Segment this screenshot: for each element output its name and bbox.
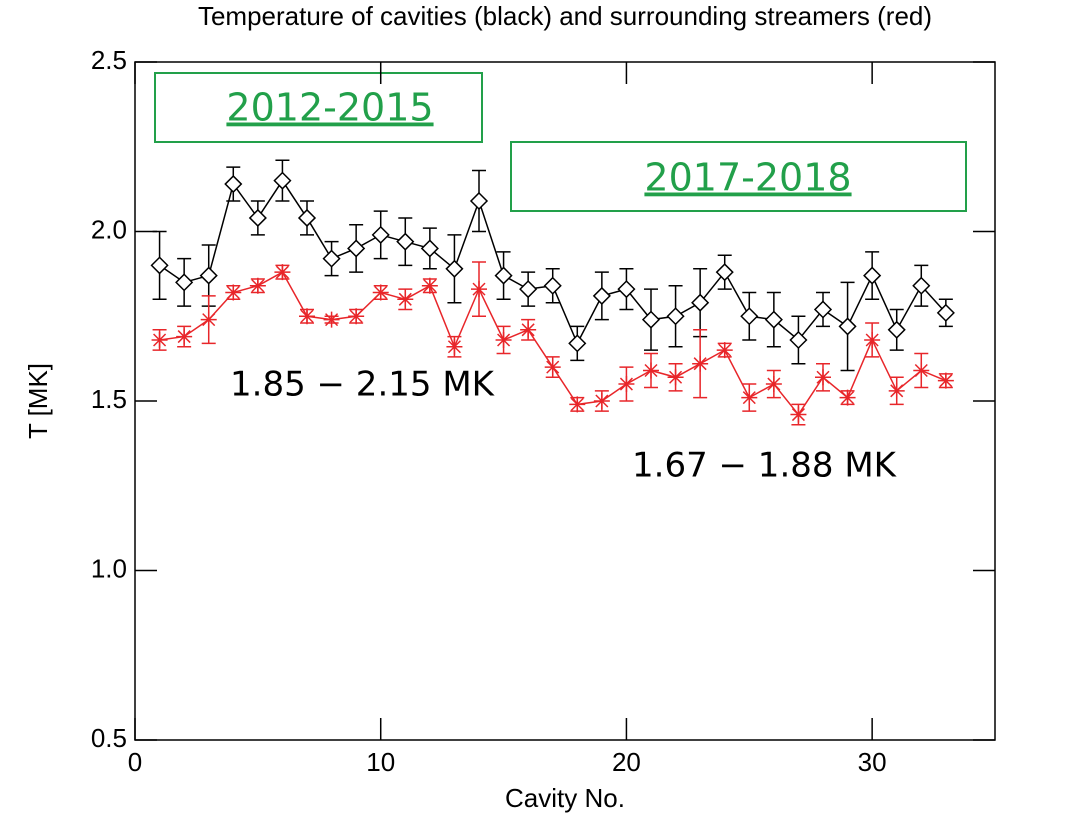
y-axis-label: T [MK]: [23, 363, 53, 439]
marker: [469, 191, 489, 211]
marker: [741, 389, 758, 406]
marker: [200, 311, 217, 328]
marker: [912, 276, 931, 295]
annotation: 2012-2015: [226, 86, 433, 130]
marker: [864, 331, 881, 348]
marker: [839, 389, 856, 406]
marker: [765, 376, 782, 393]
y-tick-label: 1.5: [91, 384, 127, 414]
marker: [225, 284, 242, 301]
annotation-box: [510, 141, 967, 212]
marker: [520, 321, 537, 338]
marker: [716, 342, 733, 359]
marker: [297, 208, 317, 228]
marker: [396, 232, 415, 251]
marker: [176, 328, 193, 345]
marker: [494, 266, 513, 285]
annotation: 2017-2018: [644, 156, 851, 200]
marker: [815, 369, 831, 386]
marker: [568, 334, 587, 353]
marker: [667, 369, 684, 386]
marker: [249, 277, 266, 294]
marker: [372, 284, 389, 301]
marker: [618, 376, 635, 393]
marker: [666, 307, 685, 326]
marker: [248, 208, 267, 228]
x-axis-label: Cavity No.: [505, 783, 625, 813]
marker: [446, 338, 463, 355]
x-tick-label: 0: [128, 747, 142, 777]
marker: [592, 286, 611, 305]
marker: [813, 300, 833, 319]
annotation-box: [154, 72, 483, 143]
marker: [323, 311, 340, 328]
y-tick-label: 0.5: [91, 723, 127, 753]
x-tick-label: 30: [858, 747, 887, 777]
marker: [838, 317, 857, 336]
marker: [445, 259, 464, 278]
y-tick-label: 2.5: [91, 45, 127, 75]
marker: [322, 249, 341, 268]
marker: [348, 308, 365, 325]
marker: [371, 225, 390, 244]
marker: [273, 171, 292, 190]
marker: [471, 281, 487, 298]
marker: [397, 291, 414, 308]
x-tick-label: 10: [366, 747, 395, 777]
series-line: [159, 179, 947, 346]
marker: [274, 264, 291, 281]
marker: [150, 256, 169, 275]
marker: [936, 303, 955, 322]
marker: [151, 331, 168, 348]
marker: [888, 382, 905, 399]
marker: [421, 277, 438, 294]
marker: [691, 293, 710, 312]
marker: [495, 331, 512, 348]
marker: [593, 393, 610, 409]
marker: [643, 362, 659, 379]
x-tick-label: 20: [612, 747, 641, 777]
marker: [790, 406, 807, 423]
marker: [740, 307, 759, 326]
chart-title: Temperature of cavities (black) and surr…: [198, 1, 932, 31]
marker: [913, 362, 930, 379]
marker: [199, 266, 218, 285]
marker: [299, 308, 315, 325]
marker: [764, 310, 783, 329]
marker: [519, 280, 538, 299]
marker: [224, 174, 243, 194]
marker: [175, 273, 194, 292]
y-tick-label: 2.0: [91, 214, 127, 244]
marker: [569, 396, 586, 413]
marker: [347, 239, 366, 258]
marker: [420, 239, 439, 258]
marker: [887, 320, 906, 339]
marker: [937, 372, 954, 389]
marker: [641, 310, 661, 329]
annotation: 1.85 − 2.15 MK: [230, 365, 496, 405]
marker: [715, 263, 734, 282]
marker: [863, 266, 882, 285]
marker: [789, 330, 808, 350]
marker: [692, 355, 709, 372]
y-tick-label: 1.0: [91, 553, 127, 583]
marker: [543, 276, 562, 295]
marker: [544, 359, 561, 376]
marker: [617, 280, 636, 299]
annotation: 1.67 − 1.88 MK: [632, 446, 898, 486]
